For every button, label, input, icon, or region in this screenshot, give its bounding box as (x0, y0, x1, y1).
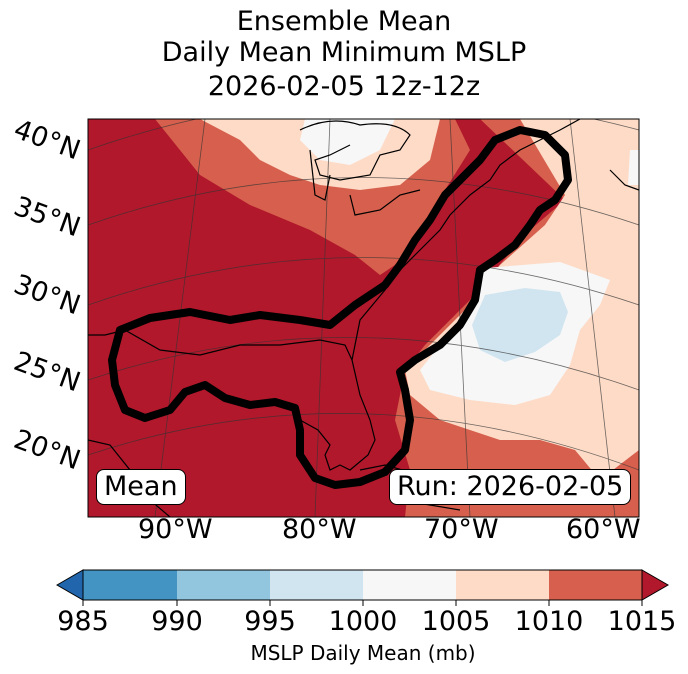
colorbar-tick-995: 995 (244, 606, 296, 637)
lon-label-70w: 70°W (424, 514, 499, 545)
colorbar-bin-995-1000 (270, 570, 363, 600)
colorbar-bin-985-990 (83, 570, 177, 600)
colorbar-tick-990: 990 (151, 606, 203, 637)
title-line-2: Daily Mean Minimum MSLP (161, 37, 527, 68)
colorbar-tick-1000: 1000 (328, 606, 398, 637)
lon-label-80w: 80°W (282, 514, 357, 545)
colorbar-tick-985: 985 (57, 606, 109, 637)
field-1000-1005-north (300, 119, 395, 165)
title-line-1: Ensemble Mean (236, 6, 452, 37)
colorbar-bin-1005-1010 (456, 570, 549, 600)
colorbar-bin-990-995 (177, 570, 270, 600)
colorbar-extend-low (55, 569, 84, 601)
colorbar-bin-1000-1005 (363, 570, 456, 600)
mean-label-box: Mean (96, 469, 186, 505)
colorbar-bin-1010-1015 (549, 570, 642, 600)
colorbar-label: MSLP Daily Mean (mb) (250, 641, 476, 665)
colorbar-extend-high (641, 569, 670, 601)
colorbar-tick-1015: 1015 (607, 606, 677, 637)
colorbar-tick-1010: 1010 (514, 606, 584, 637)
colorbar (55, 569, 670, 606)
lon-label-90w: 90°W (138, 514, 213, 545)
field-995-1000-core (472, 288, 568, 362)
ensemble-contour (108, 126, 572, 489)
lon-label-60w: 60°W (566, 514, 641, 545)
field-1000-1005-ne (628, 150, 639, 185)
title-line-3: 2026-02-05 12z-12z (207, 71, 481, 102)
run-date-box: Run: 2026-02-05 (389, 469, 632, 505)
colorbar-tick-1005: 1005 (421, 606, 491, 637)
